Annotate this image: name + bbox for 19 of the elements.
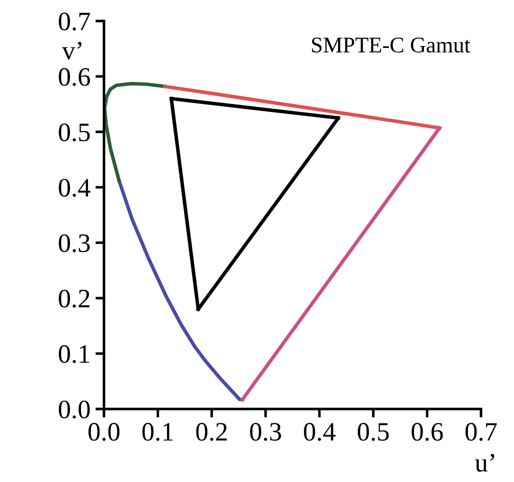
x-tick-label: 0.1 bbox=[142, 422, 173, 441]
x-tick-label: 0.2 bbox=[196, 422, 227, 441]
y-tick-label: 0.1 bbox=[58, 345, 90, 364]
y-axis-title: v’ bbox=[62, 42, 82, 60]
y-tick-label: 0.3 bbox=[58, 234, 90, 252]
x-tick-label: 0.4 bbox=[304, 422, 336, 441]
x-tick-label: 0.3 bbox=[250, 422, 282, 441]
y-tick-label: 0.2 bbox=[58, 290, 90, 308]
text: SMPTE-C Gamut bbox=[312, 38, 470, 53]
x-tick-label: 0.5 bbox=[358, 422, 389, 441]
y-tick-label: 0.0 bbox=[58, 400, 90, 419]
x-tick-label: 0.7 bbox=[466, 422, 497, 441]
y-tick-label: 0.4 bbox=[58, 178, 90, 197]
x-tick-label: 0.0 bbox=[88, 422, 120, 441]
x-axis-title: u’ bbox=[475, 454, 494, 472]
y-tick-label: 0.6 bbox=[58, 68, 90, 86]
y-tick-label: 0.7 bbox=[58, 12, 90, 31]
x-tick-label: 0.6 bbox=[412, 422, 443, 441]
y-tick-label: 0.5 bbox=[58, 123, 90, 142]
